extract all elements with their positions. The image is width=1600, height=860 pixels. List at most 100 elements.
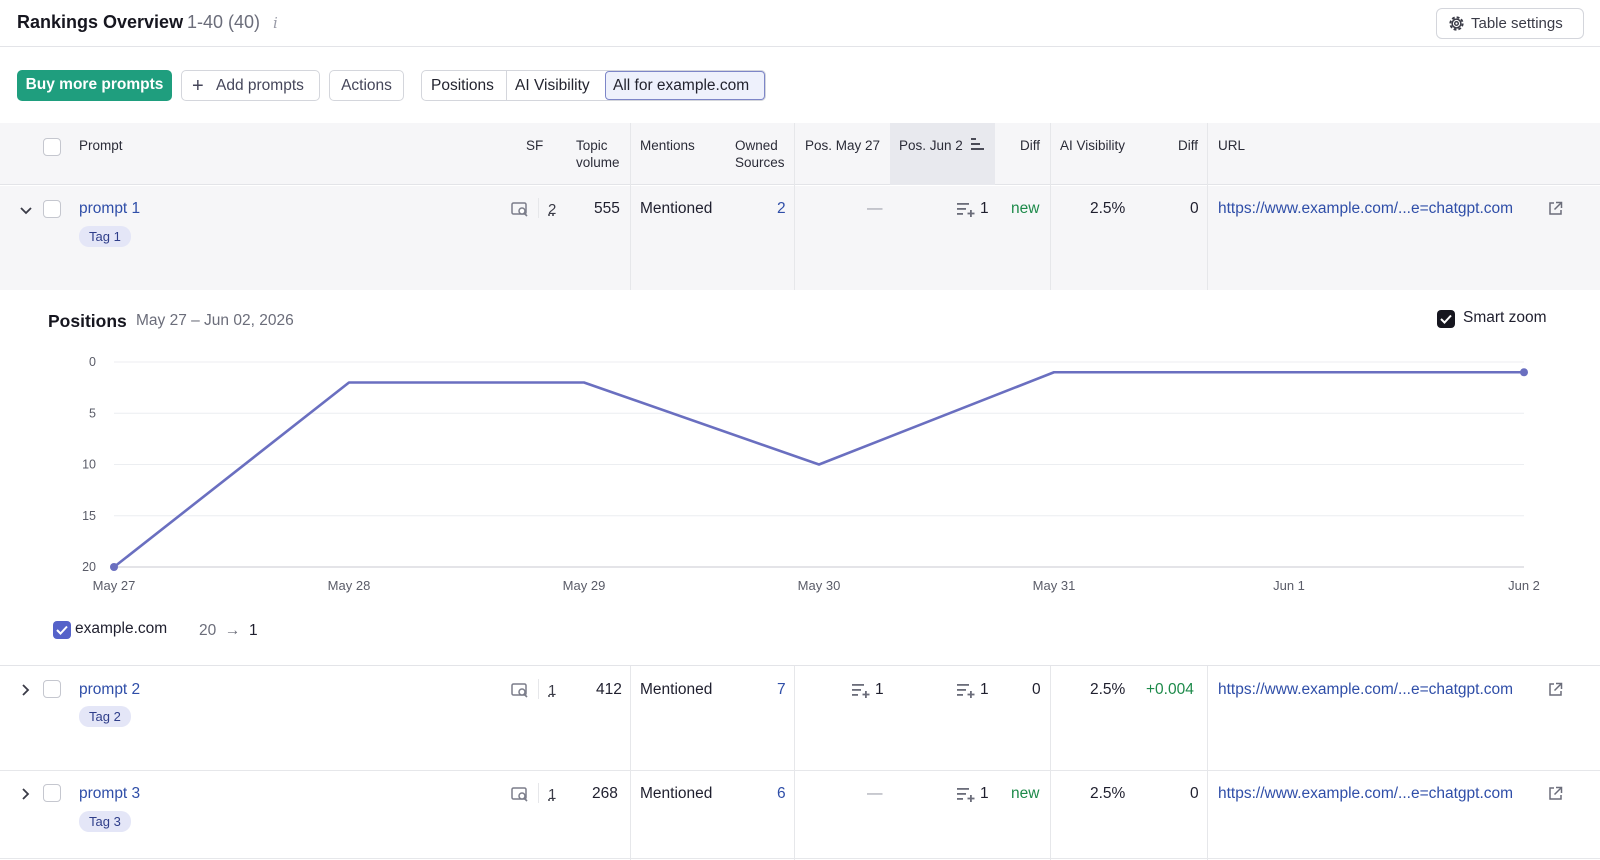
column-divider [1207,123,1208,290]
select-all-checkbox[interactable] [43,138,61,156]
ai-visibility-value: 2.5% [1090,200,1126,217]
pos-may27-value: — [867,785,883,802]
row-checkbox[interactable] [43,680,61,698]
pos-jun2-value: 1 [980,681,989,698]
view-divider [506,71,507,100]
result-count: 1-40 (40) [187,12,261,32]
x-tick-label: May 30 [798,578,841,593]
prompt-tag[interactable]: Tag 1 [79,226,131,247]
serp-feature-icon[interactable] [511,787,529,803]
table-header: Prompt SF Topic volume Mentions Owned So… [0,123,1600,185]
column-header-ai-visibility[interactable]: AI Visibility [1060,138,1126,153]
sf-count[interactable]: 1 [548,786,557,803]
y-tick-label: 5 [89,406,96,420]
sf-divider [538,783,539,803]
diff-value: 0 [1032,681,1041,698]
row-checkbox[interactable] [43,200,61,218]
external-link-icon[interactable] [1548,682,1563,697]
column-header-pos-may27[interactable]: Pos. May 27 [805,138,881,153]
mentions-value: Mentioned [640,200,713,217]
chevron-right-icon[interactable] [18,682,34,698]
column-header-sf[interactable]: SF [526,138,544,153]
prompt-tag[interactable]: Tag 2 [79,706,131,727]
legend-to: 1 [249,622,258,639]
column-header-mentions[interactable]: Mentions [640,138,695,153]
active-view-highlight [605,71,765,100]
sf-divider [538,198,539,218]
column-header-owned-sources-line1: Owned [735,138,778,153]
legend-checkbox[interactable] [53,621,71,639]
view-tab-all-for-domain[interactable]: All for example.com [613,77,750,94]
row-divider [0,770,1600,771]
y-tick-label: 0 [89,355,96,369]
legend-series-name[interactable]: example.com [75,620,168,637]
external-link-icon[interactable] [1548,786,1563,801]
view-tab-positions[interactable]: Positions [431,77,494,94]
view-tab-ai-visibility[interactable]: AI Visibility [515,77,590,94]
external-link-icon[interactable] [1548,201,1563,216]
serp-feature-icon[interactable] [511,202,529,218]
prompt-link[interactable]: prompt 3 [79,785,141,802]
sort-icon[interactable] [971,138,985,150]
column-header-prompt[interactable]: Prompt [79,138,123,153]
column-header-url[interactable]: URL [1218,138,1246,153]
chevron-down-icon[interactable] [18,203,34,219]
visibility-diff-value: +0.004 [1146,681,1194,698]
x-tick-label: Jun 1 [1273,578,1305,593]
sf-count[interactable]: 2 [548,201,557,218]
data-point [1520,368,1528,377]
column-header-owned-sources-line2: Sources [735,155,785,170]
column-header-pos-jun2[interactable]: Pos. Jun 2 [899,138,963,153]
position-list-icon [852,684,870,698]
url-link[interactable]: https://www.example.com/...e=chatgpt.com [1218,681,1514,698]
diff-value: new [1011,785,1040,802]
ai-visibility-value: 2.5% [1090,785,1126,802]
topic-volume-value: 555 [594,200,620,217]
owned-sources-link[interactable]: 7 [777,681,786,698]
prompt-tag[interactable]: Tag 3 [79,811,131,832]
series-line [113,370,1524,569]
buy-more-prompts-button[interactable]: Buy more prompts [17,70,172,101]
page-title: Rankings Overview [17,12,184,32]
info-icon[interactable]: i [273,14,278,32]
url-link[interactable]: https://www.example.com/...e=chatgpt.com [1218,200,1514,217]
table-settings-button[interactable]: Table settings [1436,8,1584,39]
x-tick-label: Jun 2 [1508,578,1540,593]
serp-feature-icon[interactable] [511,683,529,699]
chevron-right-icon[interactable] [18,786,34,802]
topic-volume-value: 268 [592,785,618,802]
plus-icon: + [192,75,204,97]
arrow-right-icon: → [224,622,241,639]
diff-value: new [1011,200,1040,217]
smart-zoom-label[interactable]: Smart zoom [1463,309,1547,326]
add-prompts-button[interactable]: + Add prompts [181,70,320,101]
column-header-diff-visibility[interactable]: Diff [1178,138,1199,153]
smart-zoom-checkbox[interactable] [1437,310,1455,328]
chart-title: Positions [48,311,127,331]
owned-sources-link[interactable]: 2 [777,200,786,217]
sf-count[interactable]: 1 [548,682,557,699]
column-header-topic-volume[interactable]: Topic volume [576,137,620,171]
column-divider [630,666,631,860]
column-header-topic-volume-line1: Topic [576,138,608,153]
prompt-link[interactable]: prompt 2 [79,681,141,698]
position-list-icon [957,203,975,217]
gear-icon [1449,16,1464,31]
pos-may27-value: 1 [875,681,884,698]
legend-from: 20 [199,622,217,639]
data-point [110,563,118,571]
actions-button[interactable]: Actions [329,70,404,101]
row-checkbox[interactable] [43,784,61,802]
column-header-owned-sources[interactable]: Owned Sources [735,137,785,171]
check-icon [56,625,68,635]
column-header-topic-volume-line2: volume [576,155,620,170]
url-link[interactable]: https://www.example.com/...e=chatgpt.com [1218,785,1514,802]
prompt-link[interactable]: prompt 1 [79,200,141,217]
visibility-diff-value: 0 [1190,200,1199,217]
mentions-value: Mentioned [640,681,713,698]
check-icon [1440,314,1452,324]
view-switcher: Positions AI Visibility All for example.… [421,70,766,101]
column-header-diff[interactable]: Diff [1020,138,1041,153]
legend-position-change: 20 → 1 [199,622,258,640]
owned-sources-link[interactable]: 6 [777,785,786,802]
